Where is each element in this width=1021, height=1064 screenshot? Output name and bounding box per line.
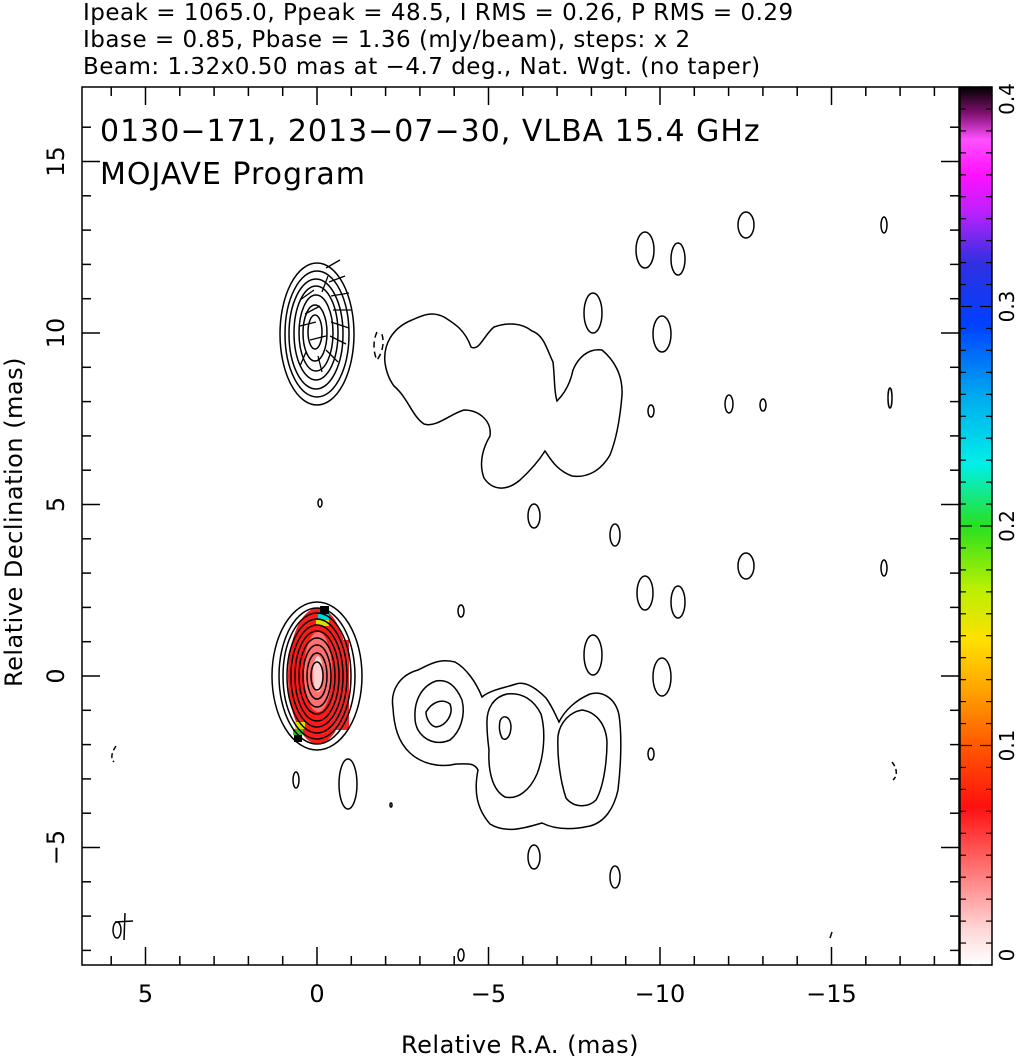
header-line-2: Ibase = 0.85, Pbase = 1.36 (mJy/beam), s… (83, 27, 691, 53)
y-tick-label: 15 (42, 146, 70, 177)
x-tick-label: 5 (138, 980, 153, 1008)
chart-subtitle: MOJAVE Program (100, 157, 366, 192)
y-tick-label: 0 (42, 668, 70, 683)
x-tick-label: −15 (806, 980, 857, 1008)
pol-core-contours (279, 262, 355, 406)
pol-evpa-ticks (299, 259, 351, 373)
colorbar-tick-label: 0.2 (995, 510, 1019, 542)
x-tick-label: −5 (471, 980, 506, 1008)
plot-frame (81, 86, 960, 966)
axis-ticks (82, 87, 959, 965)
y-tick-label: 10 (42, 318, 70, 349)
total-intensity-panel (111, 552, 897, 962)
colorbar-tick-label: 0.4 (995, 83, 1019, 115)
x-tick-label: 0 (309, 980, 324, 1008)
colorbar-tick-labels: 0 0.1 0.2 0.3 0.4 (995, 83, 1019, 961)
beam-marker (112, 912, 134, 941)
y-tick-label: 5 (42, 497, 70, 512)
header-line-1: Ipeak = 1065.0, Ppeak = 48.5, I RMS = 0.… (83, 0, 794, 26)
colorbar-tick-label: 0.3 (995, 291, 1019, 323)
pol-jet-contours (317, 211, 893, 547)
jet-contours (111, 552, 897, 962)
chart-title: 0130−171, 2013−07−30, VLBA 15.4 GHz (100, 114, 761, 149)
colorbar-tick-label: 0 (995, 949, 1019, 962)
y-axis-label: Relative Declination (mas) (0, 357, 28, 687)
x-tick-label: −10 (635, 980, 686, 1008)
colorbar-tick-label: 0.1 (995, 730, 1019, 762)
y-tick-label: −5 (42, 830, 70, 865)
polarization-panel (279, 211, 893, 547)
header-line-3: Beam: 1.32x0.50 mas at −4.7 deg., Nat. W… (83, 54, 761, 80)
x-tick-labels: 5 0 −5 −10 −15 (138, 980, 857, 1008)
colorbar-ticks (960, 86, 992, 966)
core-contours (271, 601, 363, 751)
x-axis-label: Relative R.A. (mas) (401, 1031, 639, 1059)
y-tick-labels: −5 0 5 10 15 (42, 146, 70, 865)
